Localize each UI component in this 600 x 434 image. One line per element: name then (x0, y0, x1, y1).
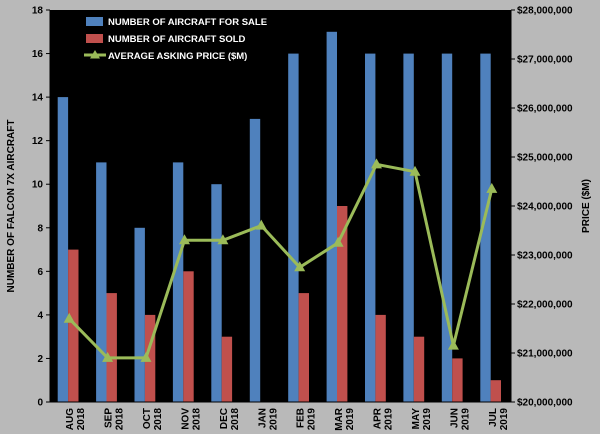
bar-for-sale (96, 162, 107, 402)
left-tick-label: 16 (32, 49, 44, 60)
left-tick-label: 4 (37, 310, 43, 321)
left-tick-label: 6 (37, 267, 43, 278)
bar-for-sale (365, 53, 376, 402)
price-point (294, 261, 306, 272)
left-tick-label: 12 (32, 136, 44, 147)
left-tick-label: 0 (37, 398, 43, 409)
bar-for-sale (134, 227, 145, 402)
x-tick-label: JAN2019 (257, 408, 279, 431)
left-tick-label: 8 (37, 223, 43, 234)
bar-for-sale (211, 184, 222, 402)
right-tick-label: $26,000,000 (517, 104, 573, 115)
price-point (332, 236, 344, 247)
price-point (409, 165, 421, 176)
price-point (140, 351, 152, 362)
bar-sold (106, 293, 117, 402)
legend-label-for-sale: NUMBER OF AIRCRAFT FOR SALE (108, 17, 267, 28)
x-tick-label: SEP2018 (104, 408, 126, 431)
legend-marker-price (90, 50, 100, 59)
right-tick-label: $20,000,000 (517, 398, 573, 409)
x-axis-ticks: AUG2018 SEP2018 OCT2018 NOV2018 DEC2018 JAN20… (65, 407, 510, 431)
legend-label-sold: NUMBER OF AIRCRAFT SOLD (108, 34, 246, 45)
legend-swatch-sold (86, 34, 103, 43)
bar-sold (452, 358, 463, 402)
x-tick-label: NOV2018 (181, 408, 203, 431)
legend-label-price: AVERAGE ASKING PRICE ($M) (108, 51, 247, 62)
price-point (102, 351, 114, 362)
x-tick-label: MAR2019 (334, 407, 356, 431)
x-tick-label: APR2019 (373, 407, 395, 430)
x-tick-label: MAY2019 (411, 408, 433, 431)
bar-sold (298, 293, 309, 402)
bar-for-sale (172, 162, 184, 402)
bar-for-sale (57, 97, 69, 402)
price-point (447, 339, 459, 350)
plot-area (50, 10, 511, 402)
bar-for-sale (249, 118, 261, 403)
bar-for-sale (403, 53, 414, 402)
x-tick-label: JUL2019 (488, 408, 510, 431)
bar-for-sale (480, 53, 491, 402)
right-tick-label: $28,000,000 (517, 6, 573, 17)
left-tick-label: 2 (37, 354, 43, 365)
right-tick-label: $25,000,000 (517, 153, 573, 164)
bar-sold (221, 336, 233, 402)
left-axis-ticks: 0 2 4 6 8 10 12 14 16 18 (32, 6, 50, 409)
right-tick-label: $27,000,000 (517, 55, 573, 66)
price-point (486, 182, 498, 193)
bar-sold (337, 206, 348, 402)
left-tick-label: 14 (32, 93, 44, 104)
bar-sold (490, 380, 501, 402)
left-axis-title: NUMBER OF FALCON 7X AIRCRAFT (6, 120, 17, 293)
legend-swatch-for-sale (86, 17, 103, 26)
legend: NUMBER OF AIRCRAFT FOR SALE NUMBER OF AI… (84, 17, 267, 62)
x-tick-label: AUG2018 (65, 408, 87, 431)
x-tick-label: OCT2018 (142, 408, 164, 431)
price-point (217, 234, 229, 245)
price-line (68, 162, 494, 360)
bar-sold (68, 249, 79, 402)
x-tick-label: JUN2019 (449, 408, 471, 431)
price-point (63, 312, 75, 323)
right-axis-title: PRICE ($M) (581, 179, 592, 233)
right-tick-label: $24,000,000 (517, 202, 573, 213)
left-tick-label: 10 (32, 180, 44, 191)
bar-sold (413, 336, 425, 402)
bar-sold (183, 271, 194, 402)
right-tick-label: $22,000,000 (517, 300, 573, 311)
price-point (179, 234, 190, 245)
price-line-layer (63, 158, 498, 362)
x-tick-label: FEB2019 (296, 408, 318, 431)
bars-layer (57, 31, 501, 403)
right-tick-label: $21,000,000 (517, 349, 573, 360)
left-tick-label: 18 (32, 6, 44, 17)
bar-sold (144, 314, 156, 402)
x-tick-label: DEC2018 (219, 408, 241, 431)
price-point (371, 158, 382, 169)
right-tick-label: $23,000,000 (517, 251, 573, 262)
bar-sold (375, 314, 386, 402)
price-point (255, 219, 267, 230)
bar-for-sale (288, 53, 299, 402)
bar-for-sale (441, 53, 453, 402)
right-axis-ticks: $20,000,000 $21,000,000 $22,000,000 $23,000… (511, 6, 573, 409)
bar-for-sale (326, 31, 337, 403)
